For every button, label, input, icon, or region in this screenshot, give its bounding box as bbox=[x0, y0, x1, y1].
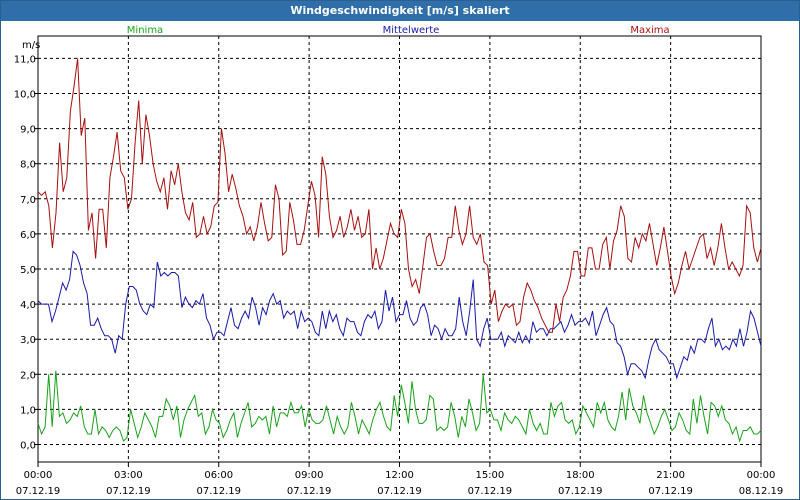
y-tick-label: 6,0 bbox=[20, 230, 36, 241]
x-tick-date: 07.12.19 bbox=[377, 486, 422, 497]
x-tick-date: 07.12.19 bbox=[196, 486, 241, 497]
x-tick-time: 15:00 bbox=[475, 470, 504, 481]
y-tick-label: 4,0 bbox=[20, 300, 36, 311]
legend-item-mittelwerte: Mittelwerte bbox=[383, 25, 440, 36]
y-tick-label: 11,0 bbox=[14, 54, 36, 65]
x-tick-time: 18:00 bbox=[566, 470, 595, 481]
series-group bbox=[37, 58, 762, 443]
y-tick-label: 10,0 bbox=[14, 90, 36, 101]
x-tick-date: 07.12.19 bbox=[648, 486, 693, 497]
x-tick-date: 07.12.19 bbox=[16, 486, 61, 497]
y-tick-label: 9,0 bbox=[20, 125, 36, 136]
legend: Minima Mittelwerte Maxima bbox=[127, 25, 670, 36]
grid bbox=[38, 36, 761, 462]
series-line-maxima bbox=[37, 58, 762, 333]
x-tick-time: 09:00 bbox=[295, 470, 324, 481]
series-line-minima bbox=[37, 370, 762, 443]
x-tick-time: 21:00 bbox=[656, 470, 685, 481]
x-tick-time: 12:00 bbox=[385, 470, 414, 481]
y-tick-label: 5,0 bbox=[20, 265, 36, 276]
x-axis: 00:00 07.12.19 03:00 07.12.19 06:00 07.12.19 0… bbox=[16, 462, 784, 497]
x-tick-time: 00:00 bbox=[747, 470, 776, 481]
x-tick-time: 06:00 bbox=[204, 470, 233, 481]
x-tick-time: 00:00 bbox=[24, 470, 53, 481]
y-tick-label: 2,0 bbox=[20, 370, 36, 381]
window-title: Windgeschwindigkeit [m/s] skaliert bbox=[1, 1, 799, 21]
legend-item-maxima: Maxima bbox=[630, 25, 669, 36]
y-tick-label: 8,0 bbox=[20, 160, 36, 171]
x-tick-date: 07.12.19 bbox=[468, 486, 513, 497]
y-tick-label: 7,0 bbox=[20, 195, 36, 206]
x-tick-date: 07.12.19 bbox=[558, 486, 603, 497]
y-tick-label: 0,0 bbox=[20, 441, 36, 452]
x-tick-date: 07.12.19 bbox=[287, 486, 332, 497]
x-tick-time: 03:00 bbox=[114, 470, 143, 481]
legend-item-minima: Minima bbox=[127, 25, 163, 36]
y-axis-label: m/s bbox=[22, 40, 40, 51]
series-line-mittelwerte bbox=[37, 250, 762, 380]
x-tick-date: 08.12.19 bbox=[739, 486, 784, 497]
y-axis: m/s 0,0 1,0 2,0 3,0 4,0 5,0 6,0 7,0 8,0 9,0 10,0 11… bbox=[14, 40, 41, 452]
y-tick-label: 1,0 bbox=[20, 405, 36, 416]
x-tick-date: 07.12.19 bbox=[106, 486, 151, 497]
y-tick-label: 3,0 bbox=[20, 335, 36, 346]
